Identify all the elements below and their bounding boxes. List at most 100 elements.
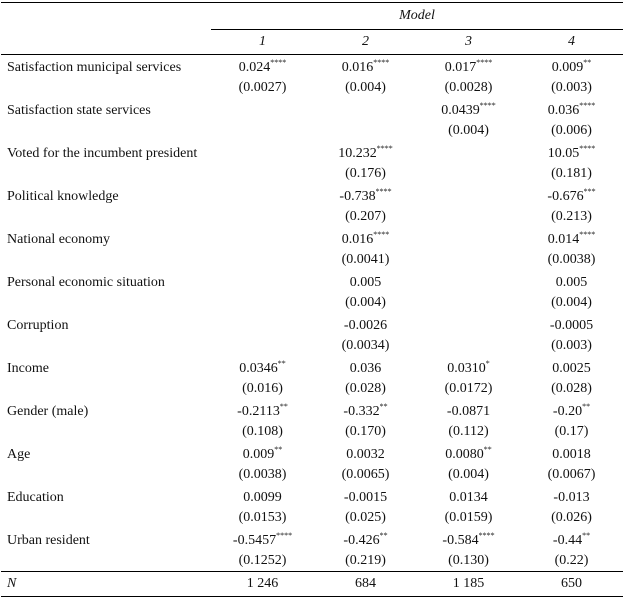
cell: 0.014**** (0.0038): [520, 227, 623, 270]
standard-error: (0.0067): [547, 467, 596, 482]
row-label: Gender (male): [7, 404, 89, 419]
standard-error: (0.028): [551, 381, 592, 396]
significance-stars: ****: [375, 187, 392, 196]
significance-stars: ****: [479, 101, 496, 110]
row-label: Education: [7, 490, 64, 505]
coef-line: 0.036****: [520, 101, 623, 121]
cell: -0.0015 (0.025): [314, 485, 417, 528]
coefficient: -0.426: [343, 533, 380, 548]
coef-line: 0.0346**: [211, 359, 314, 379]
standard-error: (0.026): [551, 510, 592, 525]
coefficient: -0.0015: [343, 490, 388, 505]
significance-stars: **: [582, 402, 591, 411]
table-row: Satisfaction municipal services 0.024****…: [1, 55, 623, 99]
cell: -0.584**** (0.130): [417, 528, 520, 572]
standard-error: (0.219): [345, 553, 386, 568]
cell: 0.0134 (0.0159): [417, 485, 520, 528]
coef-line: -0.738****: [314, 187, 417, 207]
table-row: Political knowledge -0.738**** (0.207) -0.6…: [1, 184, 623, 227]
observations: 1 246: [211, 571, 314, 597]
coef-line: 0.0134: [417, 488, 520, 508]
coef-line: -0.0005: [520, 316, 623, 336]
standard-error: (0.0153): [238, 510, 287, 525]
coefficient: -0.2113: [237, 404, 280, 419]
row-label: Age: [7, 447, 31, 462]
cell: 0.0310* (0.0172): [417, 356, 520, 399]
coef-line: 10.232****: [314, 144, 417, 164]
cell: [211, 227, 314, 270]
coef-line: -0.426**: [314, 531, 417, 551]
standard-error: (0.003): [551, 338, 592, 353]
standard-error: (0.004): [345, 295, 386, 310]
significance-stars: ****: [270, 58, 287, 67]
coefficient: 0.024: [238, 60, 271, 75]
significance-stars: ****: [579, 144, 596, 153]
coef-line: -0.5457****: [211, 531, 314, 551]
coefficient: 0.009: [551, 60, 584, 75]
cell: [211, 98, 314, 141]
standard-error: (0.181): [551, 166, 592, 181]
coefficient: -0.676: [547, 189, 584, 204]
significance-stars: ****: [276, 531, 293, 540]
row-label: Voted for the incumbent president: [7, 146, 198, 161]
cell: 0.0032 (0.0065): [314, 442, 417, 485]
standard-error: (0.170): [345, 424, 386, 439]
significance-stars: ****: [579, 230, 596, 239]
column-header: 3: [417, 29, 520, 55]
significance-stars: **: [583, 58, 592, 67]
significance-stars: ****: [373, 230, 390, 239]
significance-stars: ****: [376, 144, 393, 153]
cell: [417, 184, 520, 227]
table-row: Gender (male) -0.2113** (0.108) -0.332** (0.…: [1, 399, 623, 442]
coef-line: -0.013: [520, 488, 623, 508]
cell: 0.005 (0.004): [520, 270, 623, 313]
coef-line: 0.017****: [417, 58, 520, 78]
cell: -0.20** (0.17): [520, 399, 623, 442]
coef-line: -0.0026: [314, 316, 417, 336]
coefficient: 0.036: [547, 103, 580, 118]
coefficient: 0.0025: [552, 361, 591, 376]
significance-stars: **: [379, 531, 388, 540]
cell: 0.009** (0.0038): [211, 442, 314, 485]
standard-error: (0.0038): [238, 467, 287, 482]
coefficient: 0.0134: [449, 490, 488, 505]
coefficient: 10.232: [338, 146, 377, 161]
coef-line: 0.009**: [520, 58, 623, 78]
coefficient: -0.332: [343, 404, 380, 419]
header-group-row: Model: [1, 2, 624, 30]
coef-line: 10.05****: [520, 144, 623, 164]
coefficient: 10.05: [547, 146, 580, 161]
coef-line: -0.584****: [417, 531, 520, 551]
significance-stars: **: [279, 402, 288, 411]
standard-error: (0.004): [345, 80, 386, 95]
standard-error: (0.0038): [547, 252, 596, 267]
coefficient: 0.017: [444, 60, 477, 75]
standard-error: (0.0027): [238, 80, 287, 95]
cell: -0.44** (0.22): [520, 528, 623, 572]
cell: 0.024**** (0.0027): [211, 55, 314, 99]
cell: [211, 141, 314, 184]
coefficient: -0.5457: [232, 533, 277, 548]
coef-line: 0.009**: [211, 445, 314, 465]
cell: -0.013 (0.026): [520, 485, 623, 528]
cell: [211, 184, 314, 227]
coef-line: -0.676***: [520, 187, 623, 207]
significance-stars: ***: [583, 187, 596, 196]
cell: -0.738**** (0.207): [314, 184, 417, 227]
standard-error: (0.016): [242, 381, 283, 396]
cell: 0.005 (0.004): [314, 270, 417, 313]
coefficient: 0.016: [341, 232, 374, 247]
coefficient: -0.0005: [549, 318, 594, 333]
coef-line: 0.005: [314, 273, 417, 293]
cell: -0.676*** (0.213): [520, 184, 623, 227]
coef-line: 0.0310*: [417, 359, 520, 379]
coef-line: 0.014****: [520, 230, 623, 250]
cell: [417, 227, 520, 270]
standard-error: (0.213): [551, 209, 592, 224]
coef-line: -0.2113**: [211, 402, 314, 422]
cell: 0.0439**** (0.004): [417, 98, 520, 141]
observations: 1 185: [417, 571, 520, 597]
coefficient: -0.584: [442, 533, 479, 548]
